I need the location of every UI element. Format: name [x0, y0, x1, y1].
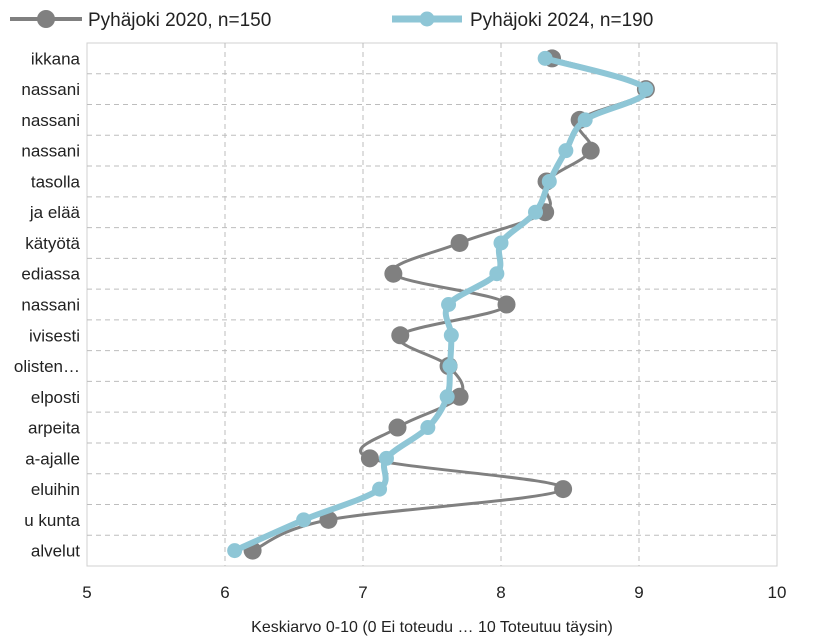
plot-border [86, 42, 778, 567]
x-tick-labels: 5 6 7 8 9 10 [82, 583, 786, 602]
data-point [378, 450, 394, 466]
data-point [450, 387, 469, 406]
category-label: nassani [21, 296, 80, 315]
data-point [391, 326, 410, 345]
data-point [442, 358, 458, 374]
data-point [450, 233, 469, 252]
category-label: olisten… [14, 357, 80, 376]
x-tick-label: 6 [220, 583, 229, 602]
category-label: ivisesti [29, 326, 80, 345]
x-tick-label: 10 [768, 583, 787, 602]
data-point [489, 266, 505, 282]
data-point [554, 480, 573, 499]
data-point [581, 141, 600, 160]
category-label: nassani [21, 80, 80, 99]
data-point [227, 543, 243, 559]
x-tick-label: 5 [82, 583, 91, 602]
legend: Pyhäjoki 2020, n=150 Pyhäjoki 2024, n=190 [10, 10, 653, 31]
data-point [497, 295, 516, 314]
data-point [388, 418, 407, 437]
data-point [384, 264, 403, 283]
legend-marker [419, 11, 435, 27]
data-point [319, 510, 338, 529]
category-labels: ikkana nassani nassani nassani tasolla ja elä… [14, 49, 81, 560]
data-point [638, 81, 654, 97]
category-label: a-ajalle [25, 449, 80, 468]
category-label: arpeita [28, 419, 81, 438]
plot-area [86, 42, 778, 567]
gridlines [87, 43, 777, 566]
x-tick-label: 8 [496, 583, 505, 602]
data-point [577, 112, 593, 128]
data-point [541, 173, 557, 189]
data-point [558, 143, 574, 159]
category-label: nassani [21, 111, 80, 130]
data-point [439, 389, 455, 405]
category-label: kätyötä [25, 234, 80, 253]
category-label: nassani [21, 142, 80, 161]
legend-label: Pyhäjoki 2020, n=150 [88, 10, 271, 31]
x-tick-label: 7 [358, 583, 367, 602]
legend-label: Pyhäjoki 2024, n=190 [470, 10, 653, 31]
x-tick-label: 9 [634, 583, 643, 602]
data-point [528, 204, 543, 220]
category-label: ja elää [29, 203, 81, 222]
category-label: elposti [31, 388, 80, 407]
data-point [360, 449, 379, 468]
data-point [296, 512, 312, 528]
legend-marker [37, 10, 55, 28]
data-point [493, 235, 509, 251]
data-point [441, 297, 457, 312]
x-axis-title: Keskiarvo 0-10 (0 Ei toteudu … 10 Toteut… [251, 619, 613, 636]
data-point [443, 327, 459, 343]
series-lines [227, 49, 655, 560]
data-point [372, 481, 388, 497]
category-label: ikkana [31, 49, 81, 68]
category-label: tasolla [31, 172, 81, 191]
category-label: alvelut [31, 542, 80, 561]
data-point [537, 50, 553, 66]
category-label: eluihin [31, 480, 80, 499]
series-line [231, 55, 650, 554]
data-point [420, 420, 436, 436]
series-2 [227, 50, 654, 559]
category-label: u kunta [24, 511, 80, 530]
category-label: ediassa [21, 265, 80, 284]
